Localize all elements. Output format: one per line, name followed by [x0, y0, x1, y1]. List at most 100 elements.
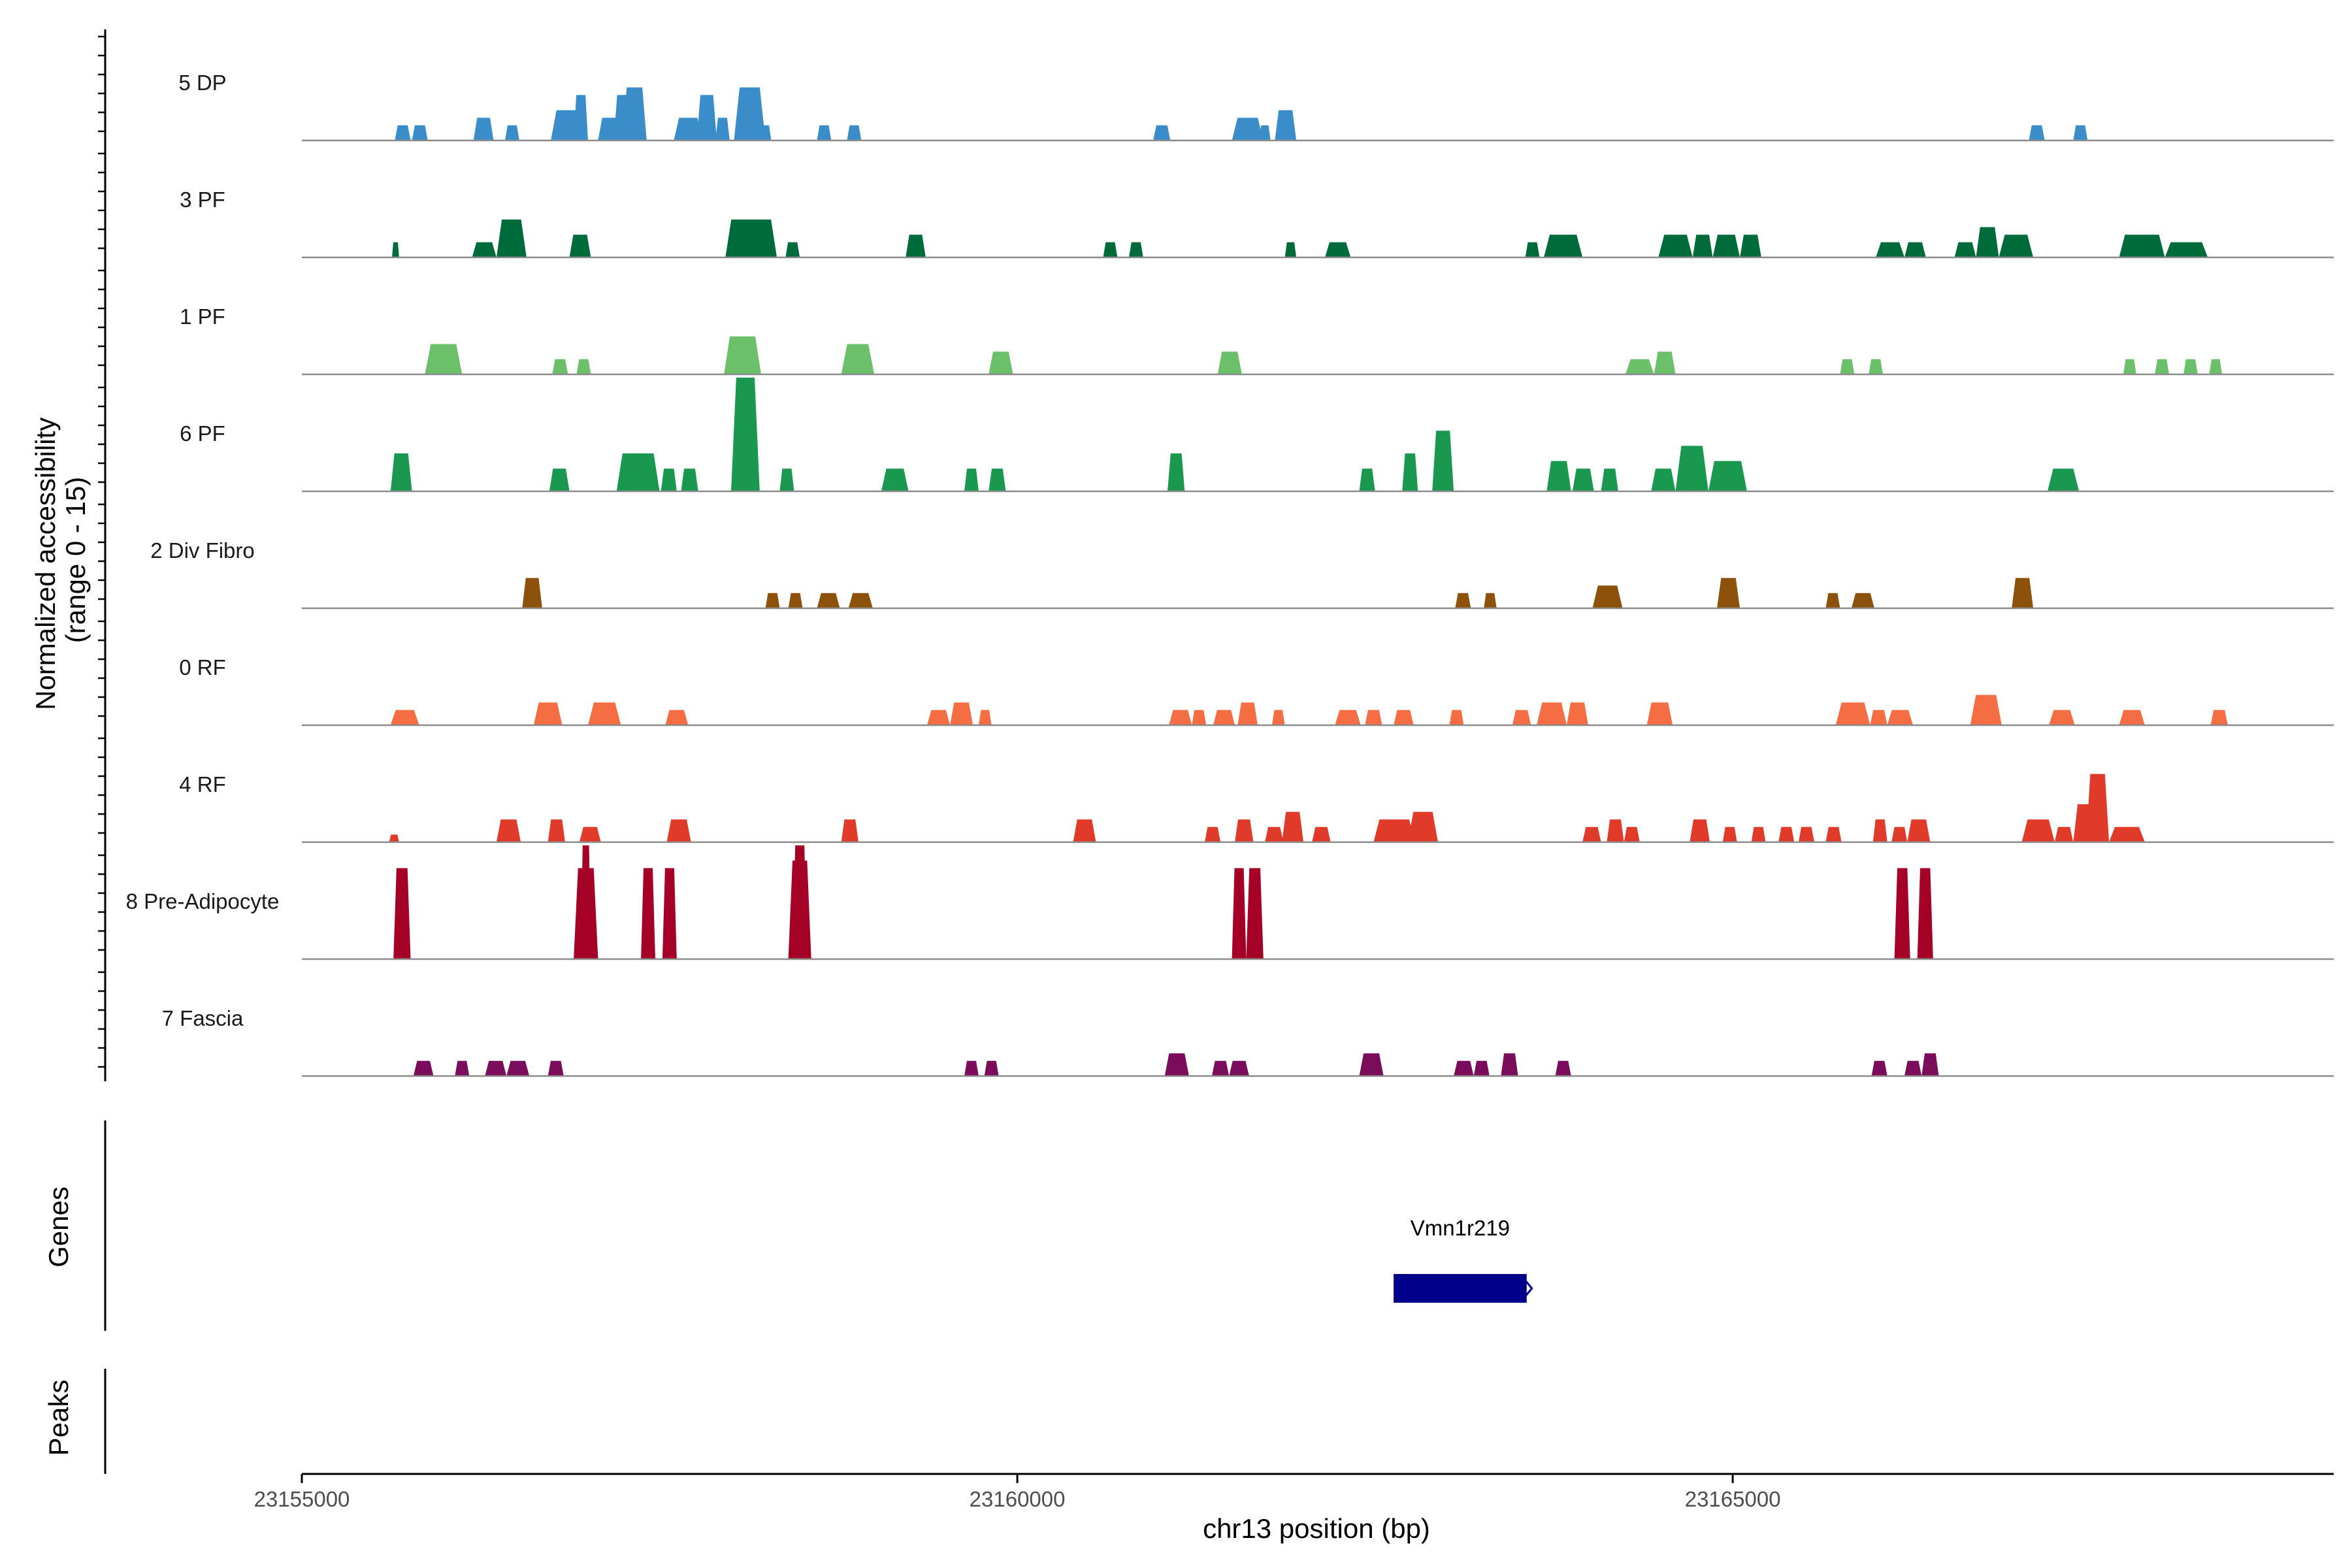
track-label-4-rf: 4 RF — [179, 772, 226, 796]
coverage-peak — [817, 593, 840, 608]
coverage-peak — [759, 125, 772, 140]
coverage-peak — [1192, 710, 1207, 725]
coverage-peak — [881, 468, 909, 491]
coverage-peak — [681, 468, 698, 491]
track-label-2-div-fibro: 2 Div Fibro — [150, 538, 255, 563]
coverage-peak — [1871, 1060, 1887, 1076]
coverage-peak — [1282, 811, 1304, 842]
coverage-peak — [1164, 1053, 1189, 1076]
coverage-peak — [1567, 702, 1588, 725]
coverage-peak — [1555, 1060, 1571, 1076]
coverage-peak — [1128, 242, 1143, 257]
y-axis-title-line1: Normalized accessibility — [30, 417, 61, 710]
coverage-peak — [574, 95, 588, 140]
coverage-peak — [2155, 359, 2170, 374]
coverage-peak — [1675, 446, 1708, 491]
coverage-peak — [715, 118, 730, 140]
coverage-peak — [1213, 710, 1235, 725]
coverage-peak — [2119, 235, 2165, 257]
coverage-peak — [1872, 819, 1887, 842]
coverage-peak — [473, 118, 494, 140]
coverage-peak — [1601, 468, 1618, 491]
coverage-peak — [1512, 710, 1531, 725]
coverage-peak — [1394, 710, 1414, 725]
coverage-peak — [1625, 359, 1654, 374]
coverage-peak — [576, 359, 591, 374]
coverage-peak — [984, 1060, 999, 1076]
coverage-peak — [549, 468, 570, 491]
coverage-peak — [1232, 868, 1247, 959]
coverage-peak — [1449, 710, 1464, 725]
coverage-peak — [1825, 593, 1840, 608]
coverage-peak — [1265, 826, 1284, 842]
coverage-peak — [1876, 242, 1904, 257]
track-7-fascia: 7 Fascia — [162, 1006, 2334, 1077]
coverage-peak — [1835, 702, 1870, 725]
coverage-peak — [547, 819, 565, 842]
coverage-peak — [1917, 868, 1933, 959]
coverage-peak — [588, 702, 621, 725]
coverage-peak — [725, 220, 777, 257]
coverage-peak — [2123, 359, 2136, 374]
coverage-peak — [2021, 819, 2055, 842]
coverage-peak — [1211, 1060, 1230, 1076]
coverage-peak — [1432, 431, 1454, 491]
coverage-peak — [1408, 811, 1438, 842]
coverage-peak — [533, 702, 563, 725]
coverage-peak — [1275, 110, 1297, 140]
coverage-peak — [496, 220, 527, 257]
coverage-peak — [2029, 125, 2045, 140]
gene-strand-arrow — [1524, 1280, 1533, 1297]
peaks-panel-label: Peaks — [43, 1380, 74, 1456]
coverage-peak — [1359, 468, 1375, 491]
track-4-rf: 4 RF — [179, 772, 2334, 843]
coverage-peak — [1840, 359, 1855, 374]
coverage-peak — [1894, 868, 1910, 959]
coverage-peak — [2119, 710, 2145, 725]
coverage-peak — [2049, 710, 2075, 725]
coverage-peak — [1525, 242, 1540, 257]
coverage-peak — [390, 453, 412, 491]
coverage-peak — [1246, 868, 1264, 959]
coverage-peak — [1712, 235, 1740, 257]
coverage-peak — [1740, 235, 1761, 257]
coverage-peak — [579, 826, 601, 842]
coverage-peak — [1359, 1053, 1384, 1076]
coverage-peak — [2109, 826, 2145, 842]
coverage-peak — [1825, 826, 1842, 842]
track-label-1-pf: 1 PF — [180, 304, 225, 329]
coverage-peak — [1365, 710, 1382, 725]
coverage-peak — [1907, 819, 1931, 842]
y-axis-title: Normalized accessibility (range 0 - 15) — [30, 410, 91, 710]
coverage-peak — [1887, 710, 1914, 725]
track-3-pf: 3 PF — [180, 188, 2334, 259]
coverage-peak — [1921, 1053, 1939, 1076]
coverage-peak — [1455, 593, 1471, 608]
coverage-peak — [496, 819, 521, 842]
coverage-peak — [2073, 125, 2088, 140]
coverage-peak — [1312, 826, 1331, 842]
coverage-peak — [1651, 468, 1676, 491]
coverage-peak — [1501, 1053, 1518, 1076]
coverage-peak — [1954, 242, 1976, 257]
coverage-peak — [841, 819, 858, 842]
coverage-peak — [1904, 242, 1926, 257]
coverage-peak — [455, 1060, 470, 1076]
track-2-div-fibro: 2 Div Fibro — [150, 538, 2334, 610]
coverage-peak — [1708, 461, 1747, 491]
coverage-peak — [788, 593, 803, 608]
coverage-peak — [696, 95, 717, 140]
x-axis-title: chr13 position (bp) — [1203, 1513, 1430, 1544]
coverage-peak — [425, 344, 463, 374]
coverage-peak — [1205, 826, 1221, 842]
coverage-peak — [2183, 359, 2198, 374]
coverage-peak — [641, 868, 655, 959]
y-axis-title-line2: (range 0 - 15) — [60, 477, 91, 643]
coverage-peak — [2012, 578, 2034, 608]
coverage-peak — [1970, 694, 2002, 725]
track-8-pre-adipocyte: 8 Pre-Adipocyte — [126, 845, 2334, 960]
x-tick-label: 23165000 — [1685, 1487, 1781, 1511]
coverage-peak — [988, 468, 1006, 491]
coverage-peak — [1891, 826, 1908, 842]
coverage-peak — [1402, 453, 1418, 491]
